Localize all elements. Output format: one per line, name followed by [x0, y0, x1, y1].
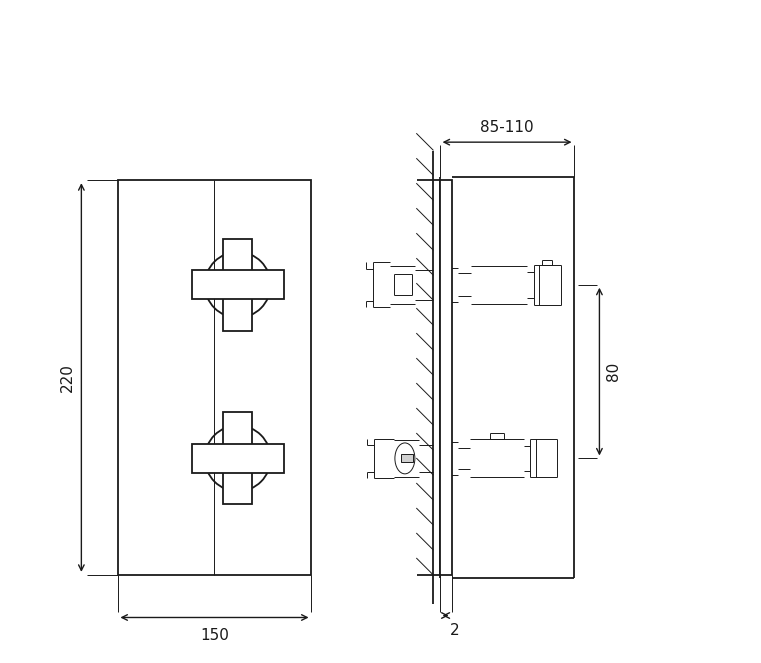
Bar — [192, 444, 284, 473]
Bar — [223, 412, 252, 505]
Text: 80: 80 — [607, 362, 622, 381]
Bar — [440, 180, 451, 575]
Text: 2: 2 — [450, 623, 460, 638]
Bar — [401, 454, 412, 462]
Bar — [223, 239, 252, 331]
Text: 150: 150 — [200, 629, 229, 643]
Text: 220: 220 — [59, 363, 75, 392]
Ellipse shape — [395, 443, 415, 474]
Bar — [192, 271, 284, 299]
Bar — [117, 180, 311, 575]
Text: 85-110: 85-110 — [480, 120, 534, 135]
